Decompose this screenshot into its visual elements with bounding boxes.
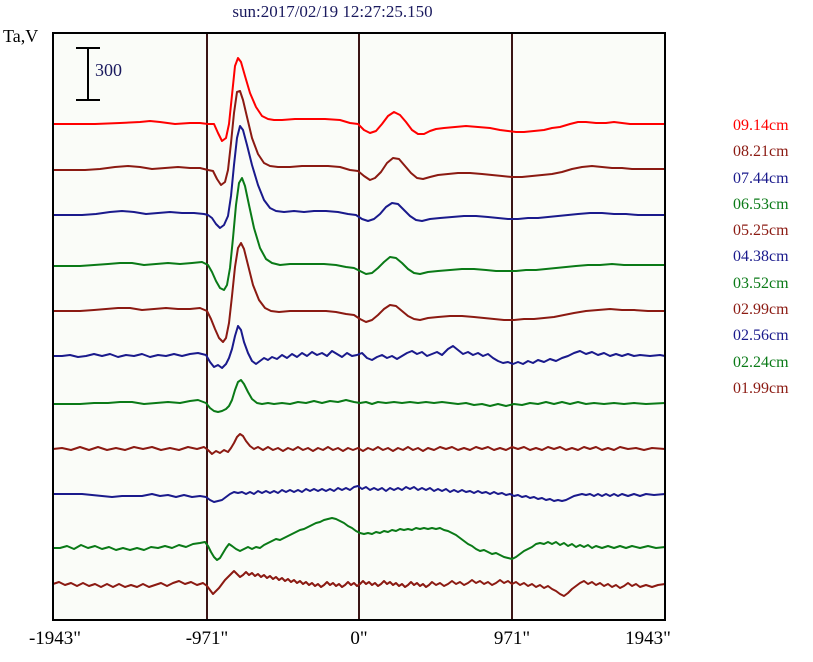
legend-entry: 06.53cm [733,195,789,213]
legend-entry: 02.99cm [733,301,789,319]
trace-line [52,517,666,561]
legend-entry: 08.21cm [733,143,789,161]
plot-frame [52,32,666,621]
legend-entry: 02.56cm [733,327,789,345]
legend: 09.14cm 08.21cm 07.44cm 06.53cm 05.25cm 04.38… [733,113,813,402]
x-tick-label: -1943" [28,628,82,649]
x-tick-label: 0" [350,628,368,649]
legend-entry: 09.14cm [733,117,789,134]
scalebar-label: 300 [95,60,122,80]
trace-line [52,379,666,413]
trace-line [52,177,666,291]
x-tick-label: -971" [185,628,229,649]
y-axis-label: Ta,V [3,26,39,46]
trace-line [52,242,666,343]
trace-line [52,570,666,597]
scalebar [76,47,100,101]
x-tick-label: 1943" [625,628,671,649]
trace-line [52,90,666,186]
trace-line [52,433,666,455]
legend-entry: 02.24cm [733,353,789,371]
trace-line [52,325,666,369]
legend-entry: 03.52cm [733,274,789,292]
trace-line [52,125,666,229]
legend-entry: 04.38cm [733,248,789,266]
legend-entry: 07.44cm [733,169,789,187]
legend-entry: 01.99cm [733,379,789,397]
x-tick-label: 971" [493,628,531,649]
trace-line [52,485,666,503]
legend-entry: 05.25cm [733,222,789,240]
trace-line [52,57,666,142]
trace-group [52,57,666,597]
plot-title: sun:2017/02/19 12:27:25.150 [232,2,433,21]
